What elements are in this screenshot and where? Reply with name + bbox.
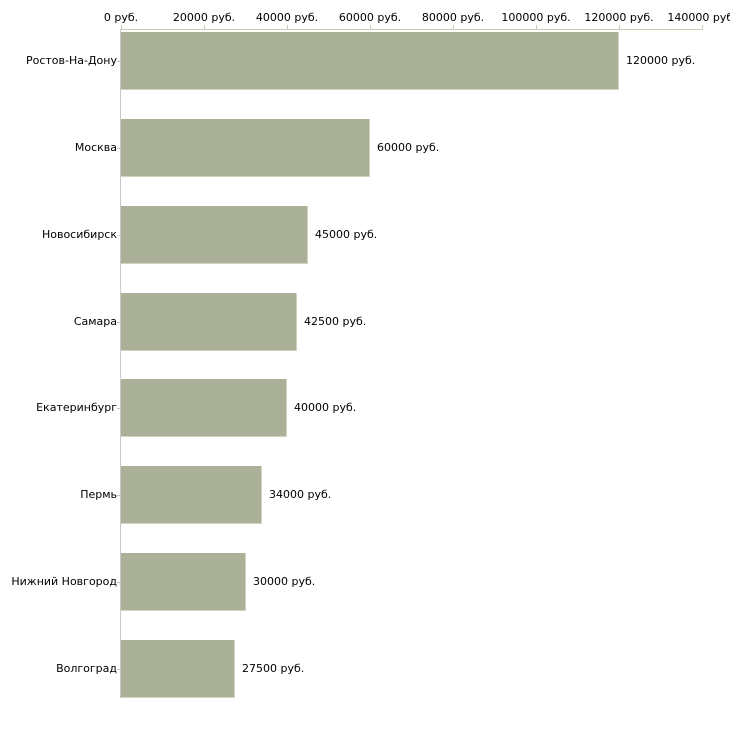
category-tick-mark bbox=[117, 408, 121, 409]
category-label: Москва bbox=[74, 141, 117, 154]
category-tick-mark bbox=[117, 495, 121, 496]
bar bbox=[121, 32, 619, 90]
x-tick-mark bbox=[619, 25, 620, 30]
x-tick-label: 20000 руб. bbox=[172, 11, 236, 24]
bar-value-label: 60000 руб. bbox=[377, 141, 440, 154]
category-label: Екатеринбург bbox=[36, 401, 117, 414]
category-label: Волгоград bbox=[56, 662, 117, 675]
category-tick-mark bbox=[117, 582, 121, 583]
bar-value-label: 40000 руб. bbox=[294, 401, 357, 414]
bar-value-label: 27500 руб. bbox=[242, 662, 305, 675]
bar-value-label: 45000 руб. bbox=[315, 228, 378, 241]
bar-value-label: 42500 руб. bbox=[304, 315, 367, 328]
x-tick-mark bbox=[370, 25, 371, 30]
y-axis-line bbox=[120, 29, 121, 699]
x-tick-mark bbox=[453, 25, 454, 30]
bar-value-label: 120000 руб. bbox=[626, 54, 696, 67]
bar bbox=[121, 466, 262, 524]
bar bbox=[121, 640, 235, 698]
bar bbox=[121, 206, 308, 264]
category-label: Нижний Новгород bbox=[11, 575, 117, 588]
bar bbox=[121, 119, 370, 177]
bar bbox=[121, 379, 287, 437]
x-tick-mark bbox=[121, 25, 122, 30]
category-label: Пермь bbox=[80, 488, 117, 501]
x-tick-label: 40000 руб. bbox=[255, 11, 319, 24]
bar bbox=[121, 293, 297, 351]
x-tick-label: 60000 руб. bbox=[338, 11, 402, 24]
x-tick-mark bbox=[287, 25, 288, 30]
x-tick-mark bbox=[204, 25, 205, 30]
x-tick-label: 120000 руб. bbox=[584, 11, 654, 24]
category-tick-mark bbox=[117, 322, 121, 323]
category-tick-mark bbox=[117, 235, 121, 236]
bar-value-label: 34000 руб. bbox=[269, 488, 332, 501]
x-tick-label: 80000 руб. bbox=[421, 11, 485, 24]
category-tick-mark bbox=[117, 669, 121, 670]
x-tick-label: 100000 руб. bbox=[501, 11, 571, 24]
x-tick-mark bbox=[536, 25, 537, 30]
x-axis-line bbox=[121, 29, 702, 30]
x-tick-label: 140000 руб. bbox=[667, 11, 730, 24]
category-tick-mark bbox=[117, 148, 121, 149]
category-label: Новосибирск bbox=[41, 228, 117, 241]
category-tick-mark bbox=[117, 61, 121, 62]
x-tick-label: 0 руб. bbox=[103, 11, 139, 24]
category-label: Самара bbox=[73, 315, 117, 328]
x-tick-mark bbox=[702, 25, 703, 30]
bar bbox=[121, 553, 246, 611]
category-label: Ростов-На-Дону bbox=[25, 54, 117, 67]
bar-value-label: 30000 руб. bbox=[253, 575, 316, 588]
